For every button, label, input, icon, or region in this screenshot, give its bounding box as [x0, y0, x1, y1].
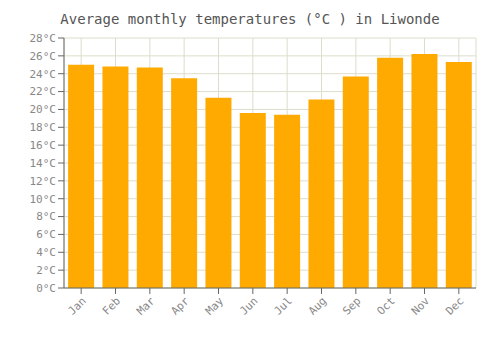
svg-text:Jun: Jun: [237, 294, 260, 317]
svg-text:May: May: [203, 294, 227, 318]
svg-text:Nov: Nov: [409, 294, 433, 318]
svg-text:Oct: Oct: [375, 294, 398, 317]
svg-text:0°C: 0°C: [36, 282, 56, 295]
svg-text:Mar: Mar: [134, 294, 158, 318]
svg-text:Feb: Feb: [100, 294, 123, 317]
svg-text:14°C: 14°C: [30, 157, 57, 170]
svg-text:22°C: 22°C: [30, 85, 57, 98]
svg-text:10°C: 10°C: [30, 193, 57, 206]
svg-text:12°C: 12°C: [30, 175, 57, 188]
svg-text:Jul: Jul: [272, 294, 295, 317]
svg-text:Sep: Sep: [340, 294, 363, 317]
svg-text:Aug: Aug: [306, 294, 329, 317]
svg-text:Jan: Jan: [66, 294, 89, 317]
svg-text:8°C: 8°C: [36, 210, 56, 223]
svg-text:6°C: 6°C: [36, 228, 56, 241]
svg-text:Dec: Dec: [443, 294, 466, 317]
svg-text:4°C: 4°C: [36, 246, 56, 259]
svg-text:2°C: 2°C: [36, 264, 56, 277]
html-text:Average monthly temperatures (: Average monthly temperatures (°C ) in Li…: [60, 11, 440, 27]
svg-text:28°C: 28°C: [30, 32, 57, 45]
svg-text:20°C: 20°C: [30, 103, 57, 116]
svg-text:18°C: 18°C: [30, 121, 57, 134]
svg-text:24°C: 24°C: [30, 68, 57, 81]
svg-text:16°C: 16°C: [30, 139, 57, 152]
svg-text:Apr: Apr: [169, 294, 193, 318]
svg-text:26°C: 26°C: [30, 50, 57, 63]
